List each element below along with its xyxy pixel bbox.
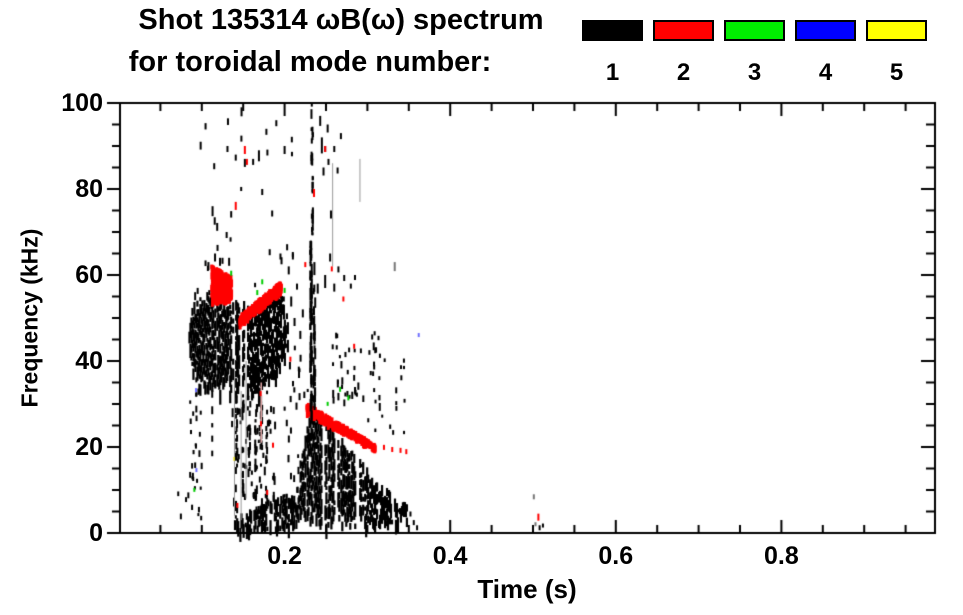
x-axis-title: Time (s) [477,574,577,604]
legend-label-mode-4: 4 [818,59,833,86]
legend-swatch-mode-5 [866,20,927,41]
y-tick-label-0: 0 [89,519,103,547]
chart-title-line2: for toroidal mode number: [128,46,492,78]
x-tick-label-0.4: 0.4 [432,542,468,570]
x-tick-label-0.6: 0.6 [598,542,634,570]
y-tick-label-80: 80 [75,175,103,203]
legend-label-mode-1: 1 [605,59,620,86]
y-tick-label-60: 60 [75,261,103,289]
legend-label-mode-3: 3 [747,59,762,86]
legend-item-mode-4: 4 [795,20,856,85]
legend-item-mode-1: 1 [582,20,643,85]
chart-title-line1: Shot 135314 ωB(ω) spectrum [138,4,544,36]
legend-swatch-mode-4 [795,20,856,41]
legend-label-mode-5: 5 [889,59,904,86]
x-tick-label-0.2: 0.2 [267,542,302,570]
y-tick-label-20: 20 [75,433,103,461]
mode-legend: 1 2 3 4 5 [582,20,927,85]
legend-item-mode-5: 5 [866,20,927,85]
legend-swatch-mode-2 [653,20,714,41]
legend-label-mode-2: 2 [676,59,691,86]
y-tick-label-40: 40 [75,347,103,375]
legend-item-mode-2: 2 [653,20,714,85]
x-tick-label-0.8: 0.8 [764,542,799,570]
legend-item-mode-3: 3 [724,20,785,85]
y-axis-title: Frequency (kHz) [16,228,43,408]
legend-swatch-mode-3 [724,20,785,41]
y-tick-label-100: 100 [61,89,103,117]
legend-swatch-mode-1 [582,20,643,41]
